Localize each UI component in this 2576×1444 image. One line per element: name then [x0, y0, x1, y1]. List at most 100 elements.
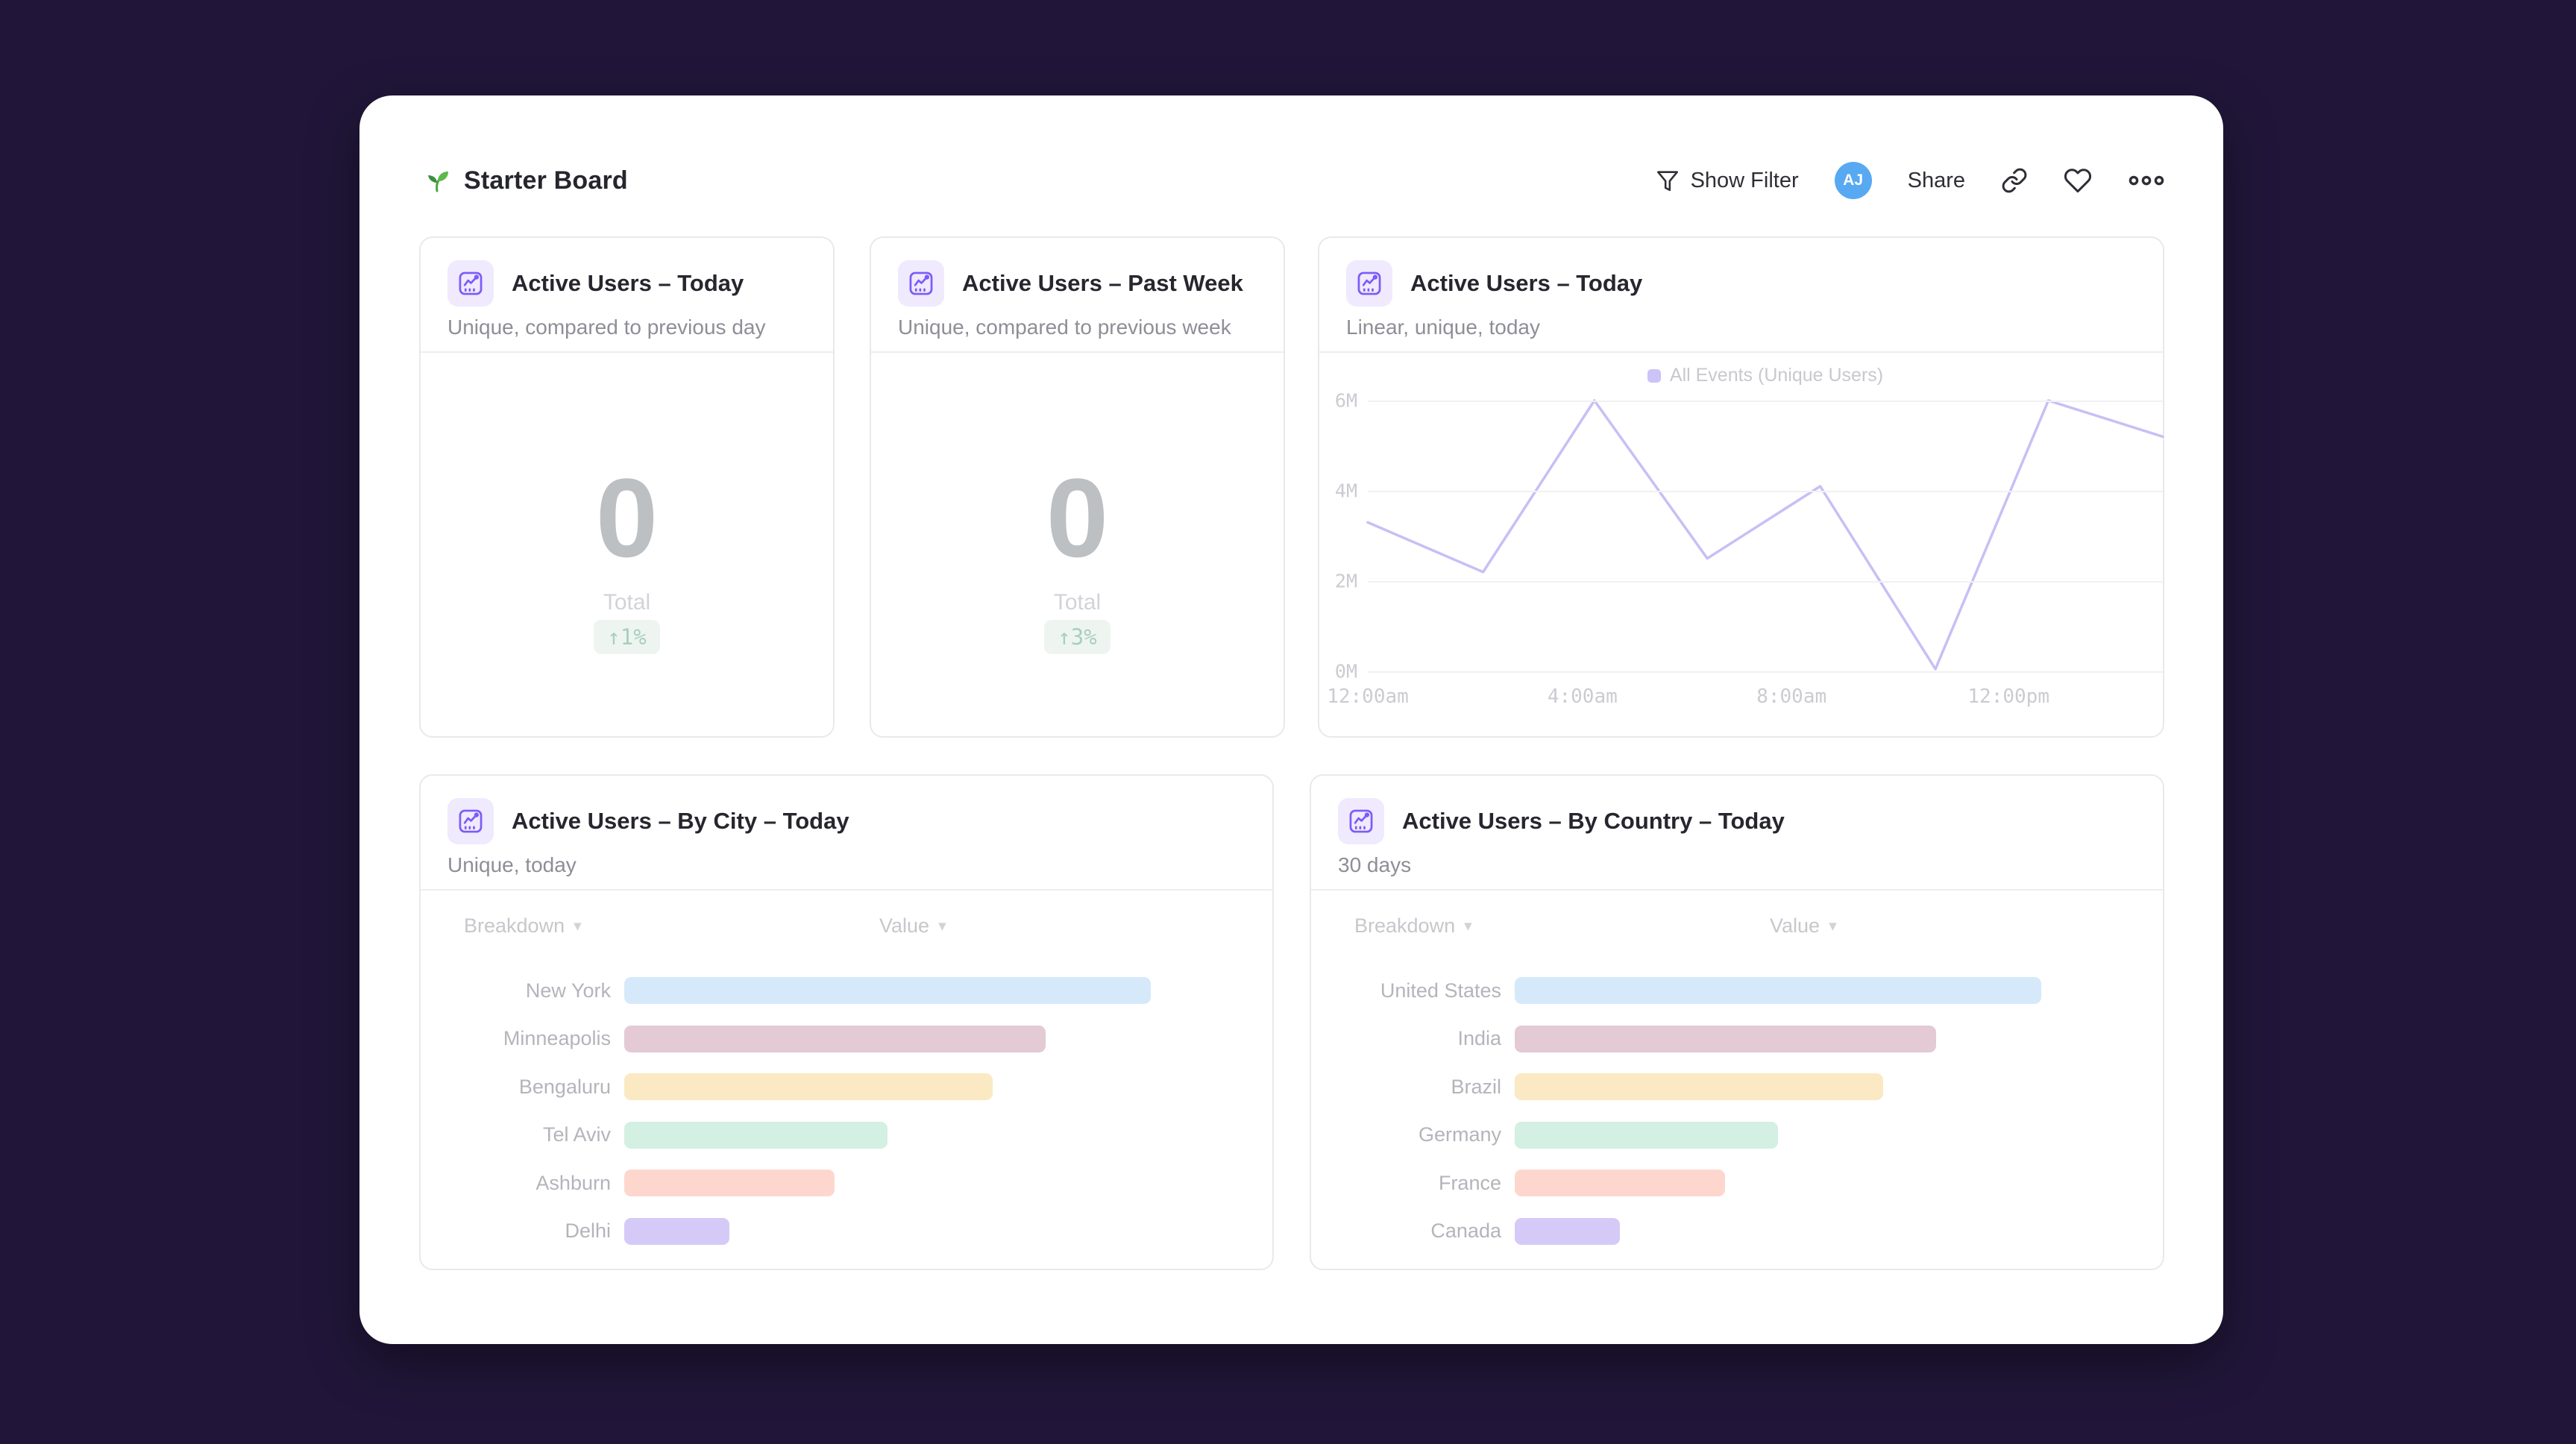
value-bar: [1515, 1073, 1884, 1101]
heart-icon: [2064, 169, 2092, 193]
breakdown-label: New York: [525, 979, 611, 1002]
page-title: Starter Board: [464, 166, 628, 195]
divider: [1311, 889, 2163, 891]
breakdown-row: Tel Aviv: [447, 1111, 1245, 1160]
board-title-wrap: Starter Board: [422, 166, 628, 195]
breakdown-row: India: [1338, 1015, 2136, 1064]
card-title: Active Users – Past Week: [962, 270, 1243, 296]
breakdown-label: United States: [1380, 979, 1501, 1002]
line-chart-plot: 0M 2M 4M 6M 12:00am 4:00am 8:00am 12:00pm: [1327, 390, 2164, 708]
breakdown-row: Ashburn: [447, 1159, 1245, 1208]
chart-icon: [1346, 260, 1392, 307]
card-head: Active Users – By Country – Today: [1338, 798, 1785, 844]
breakdown-row: Delhi: [447, 1208, 1245, 1256]
avatar[interactable]: AJ: [1834, 162, 1872, 199]
card-active-users-today-kpi: Active Users – Today Unique, compared to…: [419, 236, 835, 738]
chart-icon: [1338, 798, 1384, 844]
breakdown-row: Minneapolis: [447, 1015, 1245, 1064]
card-subtitle: Linear, unique, today: [1346, 316, 1540, 339]
seedling-icon: [428, 172, 448, 192]
kpi-value-label: Total: [1053, 590, 1102, 615]
value-bar: [624, 1025, 1046, 1052]
breakdown-row: New York: [447, 967, 1245, 1015]
value-column-header[interactable]: Value ▾: [1770, 914, 1837, 937]
kpi-value: 0: [595, 455, 659, 580]
breakdown-label: India: [1457, 1027, 1501, 1050]
chevron-down-icon: ▾: [938, 917, 946, 935]
show-filter-button[interactable]: Show Filter: [1655, 168, 1799, 193]
divider: [421, 889, 1272, 891]
value-bar: [1515, 1217, 1621, 1245]
value-bar: [624, 1121, 888, 1149]
breakdown-label: Tel Aviv: [542, 1123, 611, 1146]
card-active-users-by-city: Active Users – By City – Today Unique, t…: [419, 774, 1274, 1270]
card-active-users-by-country: Active Users – By Country – Today 30 day…: [1310, 774, 2164, 1270]
breakdown-label: Canada: [1430, 1219, 1501, 1243]
breakdown-label: Delhi: [565, 1219, 611, 1243]
chevron-down-icon: ▾: [1829, 917, 1837, 935]
value-bar: [624, 1170, 835, 1197]
breakdown-row: Bengaluru: [447, 1063, 1245, 1111]
y-axis-tick-label: 0M: [1334, 660, 1357, 682]
delta-badge: ↑3%: [1044, 620, 1110, 654]
value-bar: [624, 1073, 993, 1101]
chevron-down-icon: ▾: [1464, 917, 1472, 935]
card-subtitle: Unique, compared to previous day: [447, 316, 766, 339]
breakdown-label: Bengaluru: [518, 1075, 611, 1098]
x-axis-tick-label: 4:00am: [1547, 685, 1618, 708]
value-bar: [1515, 977, 2041, 1005]
gridline: [1368, 491, 2163, 492]
dashboard-panel: Starter Board Show Filter AJ Share: [359, 95, 2223, 1344]
x-axis-tick-label: 8:00am: [1756, 685, 1827, 708]
board-header: Starter Board Show Filter AJ Share: [422, 158, 2165, 203]
value-column-header[interactable]: Value ▾: [879, 914, 946, 937]
x-axis-tick-label: 12:00am: [1327, 685, 1409, 708]
gridline: [1368, 671, 2163, 673]
card-head: Active Users – Today: [447, 260, 744, 307]
card-head: Active Users – By City – Today: [447, 798, 849, 844]
card-subtitle: 30 days: [1338, 853, 1412, 876]
chart-icon: [447, 260, 494, 307]
card-title: Active Users – By Country – Today: [1402, 808, 1785, 834]
gridline: [1368, 401, 2163, 402]
breakdown-row: Brazil: [1338, 1063, 2136, 1111]
divider: [871, 351, 1284, 353]
delta-badge: ↑1%: [594, 620, 660, 654]
more-options-button[interactable]: [2128, 173, 2165, 188]
chart-icon: [447, 798, 494, 844]
link-icon: [2002, 168, 2027, 193]
card-title: Active Users – Today: [1410, 270, 1643, 296]
breakdown-label: France: [1438, 1171, 1501, 1194]
ellipsis-icon: [2129, 175, 2164, 186]
filter-icon: [1656, 171, 1678, 192]
country-breakdown-rows: United States India Brazil Germany France Can…: [1338, 967, 2136, 1255]
y-axis-tick-label: 2M: [1334, 570, 1357, 592]
breakdown-column-header[interactable]: Breakdown ▾: [464, 914, 582, 937]
value-bar: [1515, 1170, 1726, 1197]
breakdown-label: Brazil: [1451, 1075, 1501, 1098]
chevron-down-icon: ▾: [574, 917, 582, 935]
line-series: [1366, 399, 2164, 671]
breakdown-row: Germany: [1338, 1111, 2136, 1160]
card-head: Active Users – Past Week: [898, 260, 1243, 307]
breakdown-row: France: [1338, 1159, 2136, 1208]
card-title: Active Users – By City – Today: [512, 808, 849, 834]
card-active-users-past-week-kpi: Active Users – Past Week Unique, compare…: [870, 236, 1285, 738]
toolbar: Show Filter AJ Share: [1655, 162, 2165, 199]
favorite-button[interactable]: [2064, 166, 2092, 195]
breakdown-column-header[interactable]: Breakdown ▾: [1354, 914, 1472, 937]
kpi-value: 0: [1046, 455, 1109, 580]
y-axis-tick-label: 6M: [1334, 389, 1357, 412]
card-active-users-today-line-chart: Active Users – Today Linear, unique, tod…: [1318, 236, 2164, 738]
card-head: Active Users – Today: [1346, 260, 1642, 307]
share-button[interactable]: Share: [1908, 169, 1965, 193]
breakdown-label: Germany: [1418, 1123, 1501, 1146]
breakdown-label: Ashburn: [535, 1171, 611, 1194]
x-axis-tick-label: 12:00pm: [1967, 685, 2049, 708]
chart-legend: All Events (Unique Users): [1368, 365, 2163, 386]
value-bar: [624, 1217, 730, 1245]
copy-link-button[interactable]: [2001, 167, 2028, 194]
breakdown-row: United States: [1338, 967, 2136, 1015]
breakdown-row: Canada: [1338, 1208, 2136, 1256]
